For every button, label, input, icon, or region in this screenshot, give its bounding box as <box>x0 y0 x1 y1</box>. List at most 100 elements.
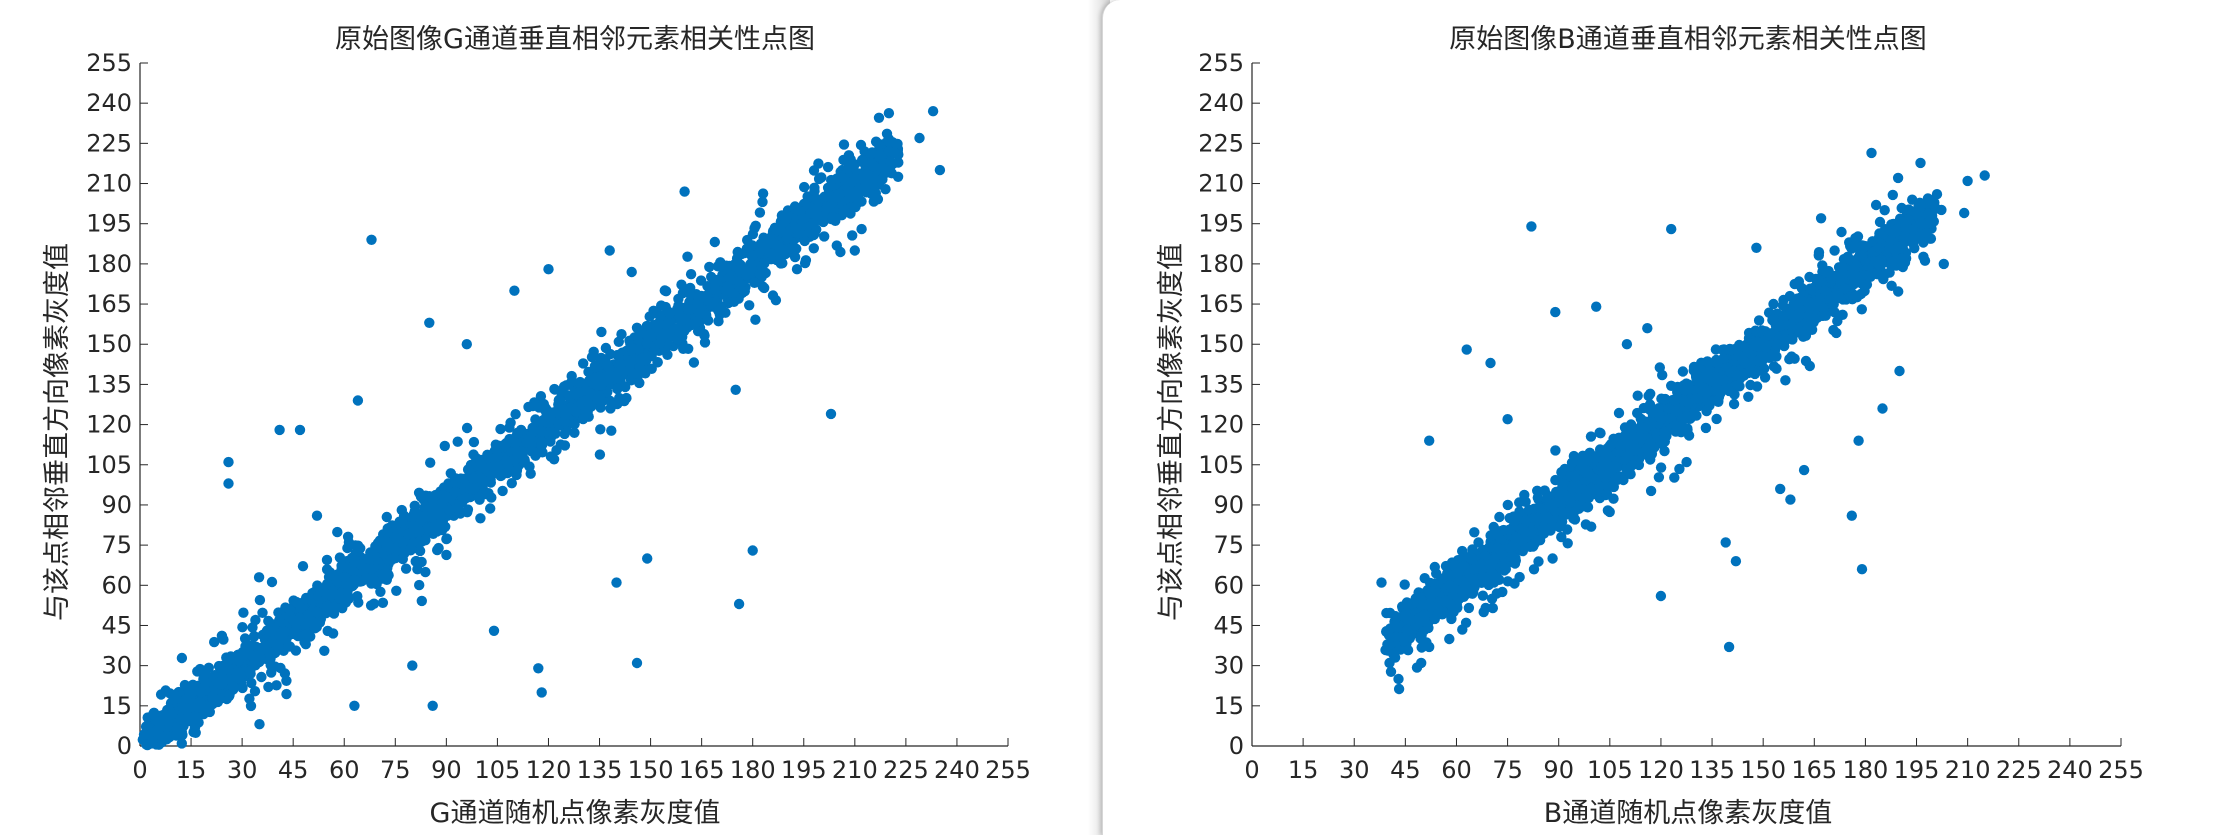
data-point <box>224 653 235 665</box>
data-point <box>688 357 700 368</box>
x-tick-label-b: 135 <box>1689 756 1735 784</box>
data-point <box>468 473 479 484</box>
data-point <box>710 284 721 295</box>
data-point <box>319 645 330 656</box>
x-tick-label-b: 15 <box>1288 756 1319 784</box>
data-point <box>413 526 425 537</box>
data-point <box>1469 527 1480 538</box>
data-point <box>189 711 201 722</box>
data-point <box>1547 553 1558 564</box>
data-point <box>1399 579 1410 590</box>
x-tick-label-g: 0 <box>132 756 147 784</box>
y-tick-label-g: 135 <box>86 370 132 398</box>
outlier-point <box>294 424 306 436</box>
outlier-point <box>366 234 377 245</box>
data-point <box>720 285 731 296</box>
data-point <box>696 290 707 302</box>
data-point <box>385 542 396 554</box>
x-tick-label-b: 165 <box>1791 756 1837 784</box>
data-point <box>433 542 444 554</box>
data-point <box>799 181 810 193</box>
data-point <box>441 491 452 503</box>
data-point <box>831 240 842 251</box>
data-point <box>586 401 597 412</box>
data-point <box>402 529 414 540</box>
data-point <box>774 242 786 253</box>
outlier-point <box>461 339 472 350</box>
data-point <box>732 246 743 258</box>
data-point <box>603 361 614 372</box>
outlier-point <box>223 456 234 468</box>
data-point <box>577 413 589 425</box>
data-point <box>749 277 760 288</box>
data-point <box>781 210 793 221</box>
data-point <box>363 553 375 565</box>
x-axis-label-g: G通道随机点像素灰度值 <box>430 798 721 829</box>
data-point <box>348 566 359 577</box>
data-point <box>390 531 401 543</box>
data-point <box>1381 607 1392 619</box>
y-tick-label-g: 210 <box>86 170 132 198</box>
data-point <box>468 483 479 495</box>
data-point <box>444 505 455 516</box>
data-point <box>516 446 527 457</box>
data-point <box>478 462 490 474</box>
outlier-point <box>791 264 803 275</box>
data-point <box>353 597 364 608</box>
y-axis-label-g: 与该点相邻垂直方向像素灰度值 <box>42 243 73 621</box>
data-point <box>856 196 867 207</box>
data-point <box>1460 617 1472 628</box>
outlier-point <box>407 660 418 671</box>
outlier-point <box>733 598 745 610</box>
x-tick-label-g: 255 <box>985 756 1031 784</box>
data-point <box>1550 445 1561 456</box>
data-point <box>1710 344 1722 355</box>
data-point <box>594 449 606 460</box>
data-point <box>709 236 720 248</box>
data-point <box>1874 216 1886 228</box>
data-point <box>414 579 425 591</box>
data-point <box>1800 355 1812 367</box>
data-point <box>1604 440 1615 452</box>
x-tick-label-g: 30 <box>227 756 258 784</box>
data-point <box>271 680 282 691</box>
data-point <box>868 160 879 172</box>
data-point <box>1602 489 1613 500</box>
data-point <box>320 588 331 599</box>
data-point <box>281 675 292 686</box>
data-point <box>734 264 745 275</box>
data-point <box>462 507 473 518</box>
data-point <box>485 503 496 514</box>
x-tick-label-b: 105 <box>1587 756 1633 784</box>
data-point <box>1657 369 1668 381</box>
data-point <box>1618 474 1629 486</box>
y-tick-label-b: 255 <box>1198 49 1244 77</box>
data-point <box>1866 147 1877 159</box>
data-point <box>578 358 589 369</box>
data-point <box>641 320 652 332</box>
data-point <box>473 491 484 503</box>
data-point <box>483 452 495 463</box>
data-point <box>809 185 820 197</box>
data-point <box>330 588 341 600</box>
y-tick-label-g: 165 <box>86 290 132 318</box>
data-point <box>559 409 571 420</box>
y-tick-label-g: 120 <box>86 411 132 439</box>
data-point <box>550 428 561 439</box>
data-point <box>1653 472 1665 483</box>
data-point <box>247 622 258 633</box>
y-tick-label-g: 255 <box>86 49 132 77</box>
data-point <box>412 564 423 575</box>
data-point <box>1594 427 1605 438</box>
data-point <box>596 326 607 338</box>
data-point <box>405 543 417 555</box>
data-point <box>424 491 435 502</box>
data-point <box>849 173 860 184</box>
data-point <box>621 392 632 404</box>
data-point <box>176 738 187 749</box>
data-point <box>398 536 409 547</box>
data-point <box>461 492 472 504</box>
data-point <box>1550 474 1561 486</box>
y-tick-label-g: 15 <box>101 692 132 720</box>
data-point <box>1743 391 1754 402</box>
